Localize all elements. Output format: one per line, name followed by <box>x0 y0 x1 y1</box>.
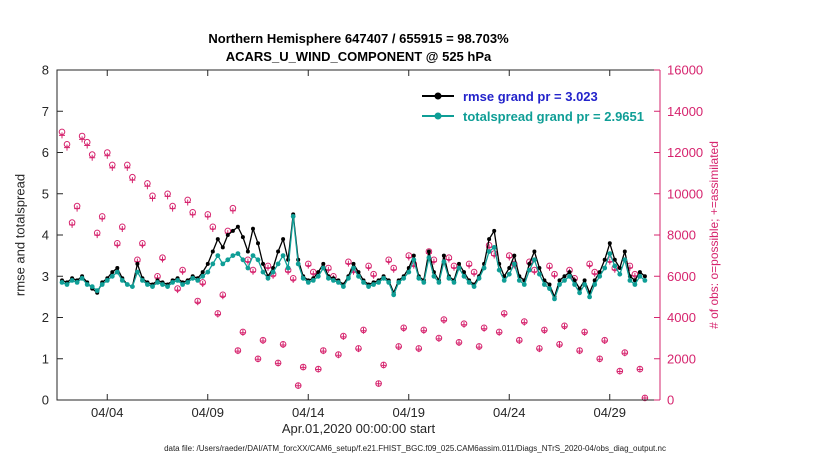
axes: 0 1 2 3 4 5 6 7 8 0 2000 4000 6000 8000 10000 12000 1400… <box>42 63 703 421</box>
right-tick-label: 16000 <box>667 63 703 78</box>
legend-label-rmse: rmse grand pr = 3.023 <box>463 88 598 104</box>
legend: rmse grand pr = 3.023 totalspread grand … <box>422 86 644 126</box>
right-tick-label: 0 <box>667 393 674 408</box>
x-axis-label: Apr.01,2020 00:00:00 start <box>281 421 436 436</box>
data-file-caption: data file: /Users/raeder/DAI/ATM_forcXX/… <box>164 444 666 453</box>
rmse-line-swatch <box>422 93 454 100</box>
legend-item-totalspread: totalspread grand pr = 2.9651 <box>422 106 644 126</box>
right-tick-label: 10000 <box>667 186 703 201</box>
right-tick-label: 12000 <box>667 145 703 160</box>
left-y-axis-label: rmse and totalspread <box>12 173 28 297</box>
left-tick-label: 7 <box>42 104 49 119</box>
left-tick-label: 8 <box>42 63 49 78</box>
left-tick-label: 3 <box>42 269 49 284</box>
left-tick-label: 6 <box>42 145 49 160</box>
left-tick-label: 2 <box>42 310 49 325</box>
x-tick-label: 04/29 <box>593 405 626 420</box>
right-y-axis-label: # of obs: o=possible; +=assimilated <box>707 141 721 329</box>
right-tick-label: 14000 <box>667 104 703 119</box>
title-line-1: Northern Hemisphere 647407 / 655915 = 98… <box>208 31 509 46</box>
left-tick-label: 4 <box>42 228 49 243</box>
legend-item-rmse: rmse grand pr = 3.023 <box>422 86 644 106</box>
x-tick-label: 04/14 <box>292 405 325 420</box>
right-tick-label: 2000 <box>667 351 696 366</box>
totalspread-series <box>59 214 648 302</box>
x-tick-label: 04/04 <box>91 405 124 420</box>
x-tick-label: 04/09 <box>191 405 224 420</box>
legend-label-totalspread: totalspread grand pr = 2.9651 <box>463 108 644 124</box>
x-tick-label: 04/24 <box>493 405 526 420</box>
right-tick-label: 4000 <box>667 310 696 325</box>
assimilated-obs-series <box>59 132 648 401</box>
right-tick-label: 6000 <box>667 269 696 284</box>
left-tick-label: 5 <box>42 186 49 201</box>
x-tick-label: 04/19 <box>392 405 425 420</box>
left-tick-label: 0 <box>42 393 49 408</box>
title-line-2: ACARS_U_WIND_COMPONENT @ 525 hPa <box>225 49 492 64</box>
totalspread-line-swatch <box>422 113 454 120</box>
right-tick-label: 8000 <box>667 228 696 243</box>
left-tick-label: 1 <box>42 351 49 366</box>
